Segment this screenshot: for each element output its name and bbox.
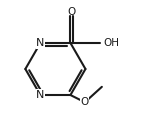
Text: N: N bbox=[36, 38, 45, 48]
Text: O: O bbox=[81, 97, 89, 107]
Text: N: N bbox=[36, 90, 45, 100]
Text: O: O bbox=[67, 7, 76, 17]
Text: OH: OH bbox=[103, 38, 119, 48]
